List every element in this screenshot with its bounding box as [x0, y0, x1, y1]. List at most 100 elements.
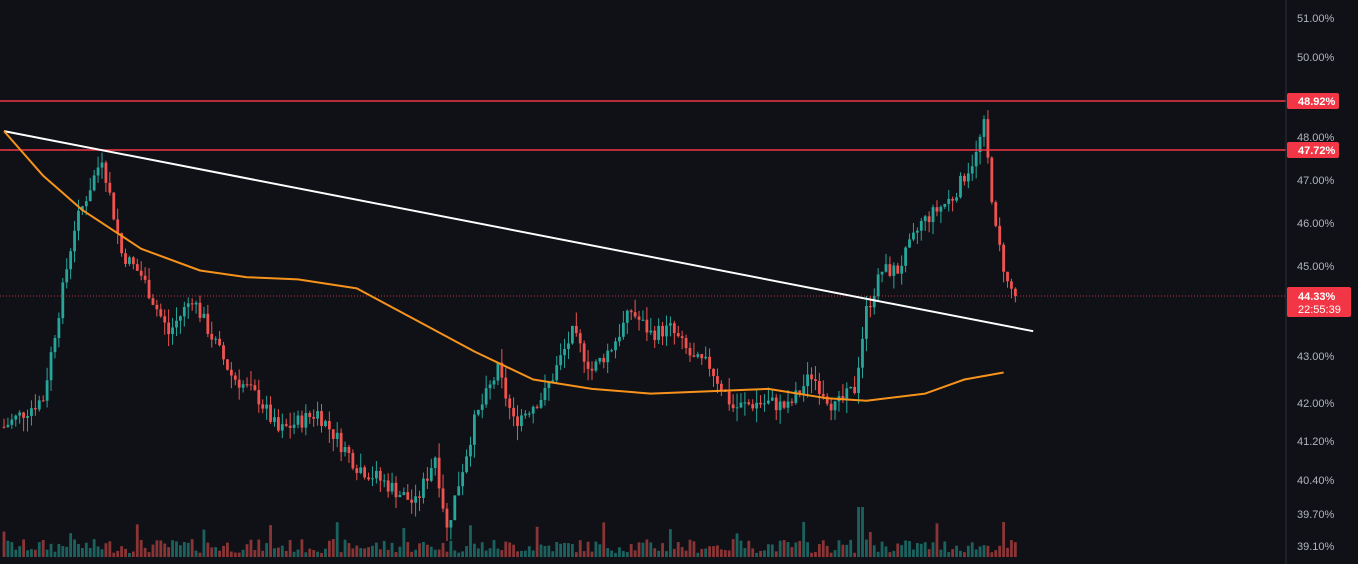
candle-body [206, 313, 210, 334]
candle-body [790, 401, 794, 403]
candle-body [970, 166, 974, 174]
candle-body [57, 318, 61, 339]
candle-body [30, 408, 33, 416]
candle-body [672, 323, 676, 334]
volume-bar [26, 550, 29, 557]
candle-body [182, 306, 186, 317]
candle-body [747, 402, 751, 405]
candle-body [198, 302, 202, 318]
candle-body [531, 406, 535, 414]
candle-body [704, 356, 708, 359]
candle-body [986, 119, 990, 158]
volume-bar [978, 546, 982, 557]
volume-bar [414, 549, 417, 557]
volume-bar [269, 525, 272, 557]
volume-bar [441, 542, 445, 557]
volume-bar [653, 548, 657, 557]
volume-bar [520, 550, 523, 557]
candle-body [614, 341, 617, 351]
candle-body [919, 221, 923, 231]
candle-body [857, 367, 860, 394]
volume-bar [104, 543, 108, 557]
volume-bar [904, 540, 907, 557]
volume-bar [437, 549, 441, 557]
volume-bar [49, 543, 53, 557]
volume-bar [618, 547, 621, 557]
candle-body [100, 162, 104, 168]
y-tick-label: 39.10% [1297, 541, 1335, 553]
volume-bar [998, 545, 1002, 557]
level-label: 47.72% [1298, 145, 1336, 157]
volume-bar [226, 542, 229, 557]
candle-body [508, 398, 512, 408]
candle-body [233, 375, 237, 380]
volume-bar [465, 546, 468, 557]
y-tick-label: 50.00% [1297, 52, 1335, 64]
candle-body [966, 173, 970, 182]
volume-bar [159, 540, 163, 557]
volume-bar [539, 544, 543, 557]
volume-bar [422, 541, 425, 557]
volume-bar [1006, 547, 1009, 557]
volume-bar [484, 550, 488, 557]
volume-bar [614, 552, 617, 557]
volume-bar [355, 545, 359, 557]
volume-bar [14, 549, 18, 557]
candle-body [625, 310, 629, 323]
candle-body [304, 412, 308, 428]
candle-body [582, 343, 586, 362]
volume-bar [394, 552, 398, 557]
candle-body [633, 312, 637, 317]
candle-body [547, 382, 551, 389]
candle-body [163, 316, 167, 323]
candle-body [810, 374, 813, 380]
candle-body [128, 257, 131, 264]
volume-bar [124, 548, 127, 557]
volume-bar [586, 541, 590, 557]
volume-bar [637, 542, 641, 557]
candle-body [116, 219, 120, 234]
candle-body [900, 265, 904, 274]
candle-body [261, 404, 265, 409]
candle-body [963, 175, 966, 182]
candle-body [684, 338, 688, 349]
candle-body [829, 403, 833, 411]
volume-bar [406, 541, 410, 557]
volume-bar [970, 542, 974, 557]
candle-body [794, 390, 798, 403]
candle-body [814, 379, 817, 381]
candle-body [947, 198, 951, 204]
candle-body [594, 361, 598, 371]
candle-body [292, 424, 296, 428]
candle-body [465, 456, 468, 473]
volume-bar [821, 540, 825, 557]
candle-body [339, 432, 343, 453]
candle-body [759, 402, 762, 405]
volume-bar [723, 550, 727, 557]
volume-bar [386, 549, 390, 557]
candle-body [927, 216, 931, 223]
candle-body [520, 415, 523, 427]
volume-bar [559, 543, 563, 557]
volume-bar [810, 552, 813, 557]
volume-bar [245, 544, 249, 557]
volume-bar [378, 549, 382, 557]
volume-bar [523, 550, 527, 557]
candle-body [461, 472, 465, 487]
candle-body [241, 384, 245, 388]
volume-bar [763, 550, 766, 557]
candle-body [280, 424, 284, 431]
volume-bar [876, 551, 880, 557]
volume-bar [473, 543, 476, 557]
volume-bar [194, 550, 198, 557]
candle-body [147, 279, 151, 299]
volume-bar [108, 541, 112, 557]
candle-body [237, 379, 241, 388]
volume-bar [531, 550, 535, 557]
volume-bars [2, 507, 1017, 557]
volume-bar [927, 549, 931, 557]
candle-body [1002, 244, 1005, 272]
candle-body [676, 333, 680, 337]
